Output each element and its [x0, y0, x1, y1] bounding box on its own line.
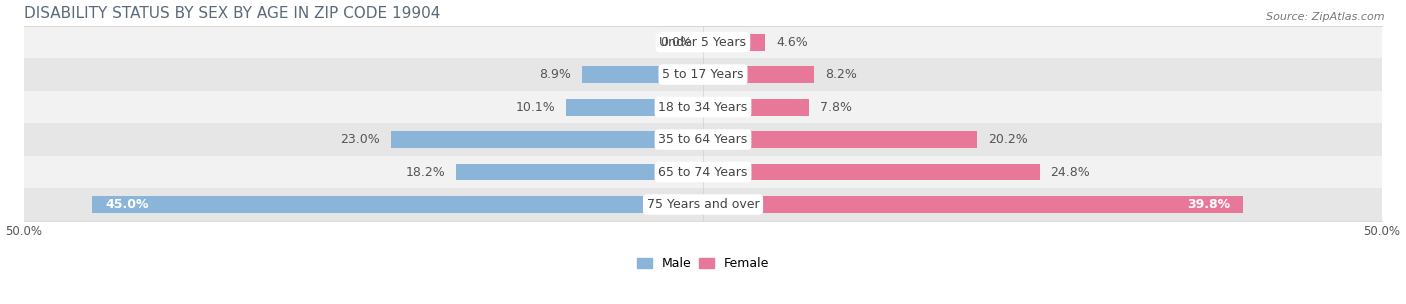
- Text: 4.6%: 4.6%: [776, 36, 808, 49]
- Text: 18.2%: 18.2%: [405, 166, 446, 178]
- Text: 35 to 64 Years: 35 to 64 Years: [658, 133, 748, 146]
- Text: Under 5 Years: Under 5 Years: [659, 36, 747, 49]
- Bar: [565, 98, 703, 116]
- Text: 8.2%: 8.2%: [825, 68, 858, 81]
- Text: DISABILITY STATUS BY SEX BY AGE IN ZIP CODE 19904: DISABILITY STATUS BY SEX BY AGE IN ZIP C…: [24, 5, 440, 21]
- Bar: [391, 131, 703, 148]
- Bar: [456, 164, 703, 181]
- Bar: [24, 58, 1382, 91]
- Bar: [703, 196, 1243, 213]
- Text: 23.0%: 23.0%: [340, 133, 380, 146]
- Text: 45.0%: 45.0%: [105, 198, 149, 211]
- Bar: [91, 196, 703, 213]
- Bar: [703, 34, 765, 50]
- Bar: [703, 131, 977, 148]
- Text: 18 to 34 Years: 18 to 34 Years: [658, 101, 748, 114]
- Text: 0.0%: 0.0%: [661, 36, 692, 49]
- Text: 75 Years and over: 75 Years and over: [647, 198, 759, 211]
- Text: 10.1%: 10.1%: [515, 101, 555, 114]
- Bar: [582, 66, 703, 83]
- Bar: [24, 26, 1382, 58]
- Text: Source: ZipAtlas.com: Source: ZipAtlas.com: [1267, 12, 1385, 22]
- Text: 65 to 74 Years: 65 to 74 Years: [658, 166, 748, 178]
- Text: 7.8%: 7.8%: [820, 101, 852, 114]
- Bar: [24, 188, 1382, 221]
- Text: 5 to 17 Years: 5 to 17 Years: [662, 68, 744, 81]
- Bar: [703, 164, 1040, 181]
- Text: 39.8%: 39.8%: [1187, 198, 1230, 211]
- Bar: [24, 123, 1382, 156]
- Bar: [24, 156, 1382, 188]
- Bar: [24, 91, 1382, 123]
- Legend: Male, Female: Male, Female: [631, 252, 775, 275]
- Text: 8.9%: 8.9%: [540, 68, 571, 81]
- Bar: [703, 98, 808, 116]
- Text: 24.8%: 24.8%: [1050, 166, 1091, 178]
- Text: 20.2%: 20.2%: [988, 133, 1028, 146]
- Bar: [703, 66, 814, 83]
